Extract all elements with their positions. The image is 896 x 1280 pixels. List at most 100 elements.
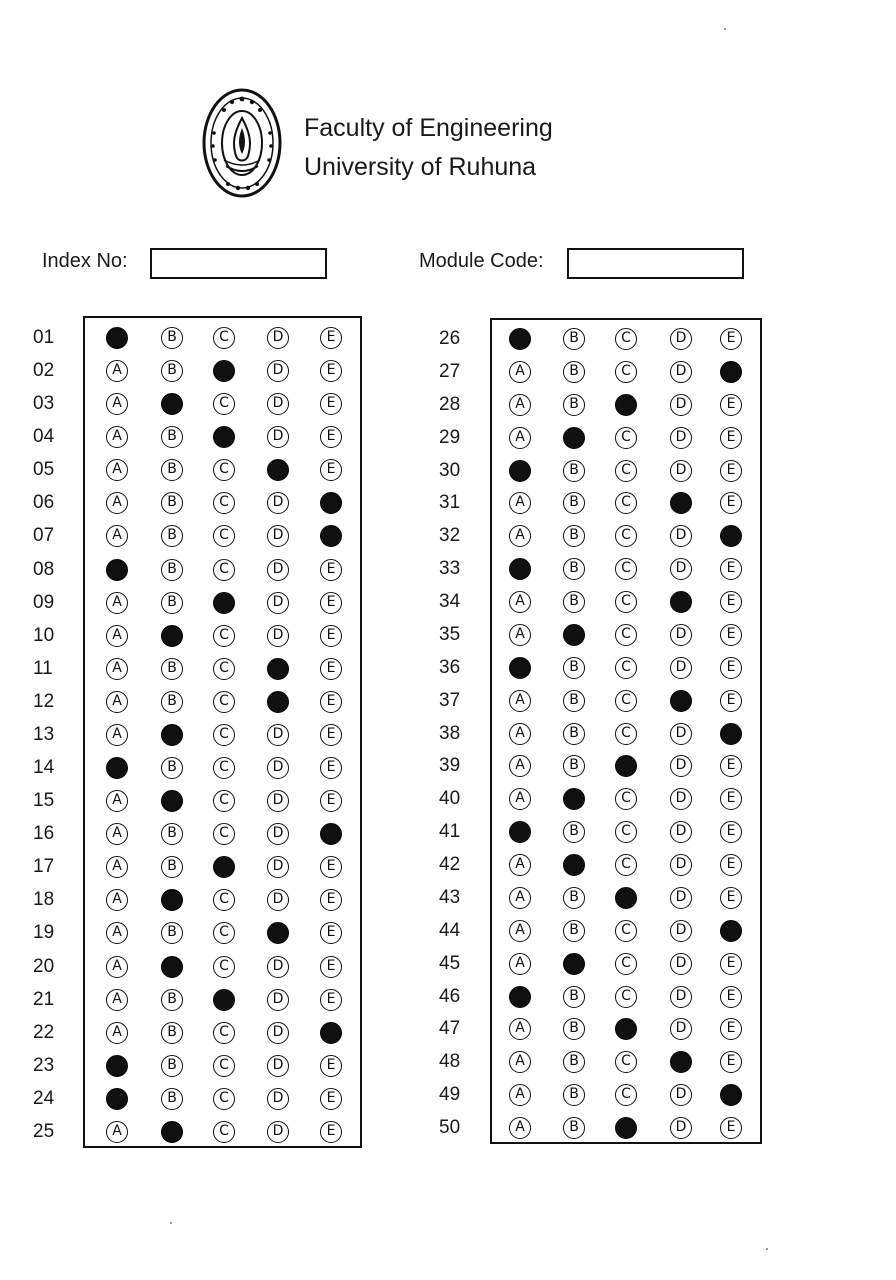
- answer-bubble-b[interactable]: B: [563, 328, 585, 350]
- answer-bubble-c[interactable]: C: [213, 757, 235, 780]
- answer-bubble-a[interactable]: A: [509, 886, 531, 909]
- answer-bubble-b[interactable]: B: [161, 426, 183, 449]
- answer-bubble-a[interactable]: A: [509, 919, 531, 942]
- answer-bubble-c[interactable]: C: [213, 426, 235, 449]
- answer-bubble-b[interactable]: B: [563, 886, 585, 909]
- answer-bubble-a[interactable]: A: [106, 1120, 128, 1143]
- answer-bubble-e[interactable]: E: [720, 1117, 742, 1139]
- answer-bubble-d[interactable]: D: [670, 558, 692, 581]
- answer-bubble-c[interactable]: C: [615, 426, 637, 449]
- answer-bubble-b[interactable]: B: [161, 459, 183, 482]
- answer-bubble-b[interactable]: B: [161, 988, 183, 1011]
- answer-bubble-c[interactable]: C: [615, 459, 637, 482]
- answer-bubble-e[interactable]: E: [320, 459, 342, 482]
- answer-bubble-a[interactable]: A: [509, 788, 531, 811]
- answer-bubble-d[interactable]: D: [670, 459, 692, 482]
- answer-bubble-b[interactable]: B: [563, 985, 585, 1008]
- answer-bubble-b[interactable]: B: [161, 327, 183, 349]
- answer-bubble-c[interactable]: C: [213, 690, 235, 713]
- answer-bubble-c[interactable]: C: [615, 360, 637, 383]
- answer-bubble-d[interactable]: D: [670, 393, 692, 416]
- answer-bubble-c[interactable]: C: [615, 558, 637, 581]
- answer-bubble-a[interactable]: A: [106, 624, 128, 647]
- answer-bubble-d[interactable]: D: [670, 854, 692, 876]
- answer-bubble-d[interactable]: D: [670, 689, 692, 712]
- answer-bubble-d[interactable]: D: [267, 823, 289, 846]
- answer-bubble-c[interactable]: C: [213, 459, 235, 482]
- answer-bubble-e[interactable]: E: [320, 889, 342, 912]
- answer-bubble-b[interactable]: B: [161, 955, 183, 978]
- answer-bubble-e[interactable]: E: [320, 558, 342, 581]
- answer-bubble-d[interactable]: D: [267, 955, 289, 978]
- answer-bubble-c[interactable]: C: [213, 591, 235, 614]
- answer-bubble-c[interactable]: C: [615, 525, 637, 548]
- answer-bubble-a[interactable]: A: [509, 689, 531, 712]
- answer-bubble-d[interactable]: D: [670, 1051, 692, 1074]
- answer-bubble-a[interactable]: A: [509, 656, 531, 679]
- answer-bubble-a[interactable]: A: [106, 955, 128, 978]
- answer-bubble-d[interactable]: D: [267, 657, 289, 680]
- answer-bubble-e[interactable]: E: [320, 657, 342, 680]
- answer-bubble-c[interactable]: C: [213, 1054, 235, 1077]
- answer-bubble-c[interactable]: C: [213, 922, 235, 945]
- answer-bubble-c[interactable]: C: [615, 1117, 637, 1139]
- answer-bubble-b[interactable]: B: [563, 525, 585, 548]
- answer-bubble-e[interactable]: E: [720, 360, 742, 383]
- answer-bubble-a[interactable]: A: [106, 591, 128, 614]
- answer-bubble-c[interactable]: C: [213, 1087, 235, 1110]
- answer-bubble-d[interactable]: D: [670, 919, 692, 942]
- answer-bubble-a[interactable]: A: [509, 821, 531, 844]
- answer-bubble-c[interactable]: C: [213, 790, 235, 813]
- answer-bubble-b[interactable]: B: [161, 393, 183, 416]
- answer-bubble-b[interactable]: B: [563, 426, 585, 449]
- answer-bubble-d[interactable]: D: [267, 757, 289, 780]
- answer-bubble-b[interactable]: B: [161, 723, 183, 746]
- answer-bubble-d[interactable]: D: [267, 426, 289, 449]
- answer-bubble-c[interactable]: C: [213, 624, 235, 647]
- answer-bubble-c[interactable]: C: [213, 558, 235, 581]
- answer-bubble-a[interactable]: A: [509, 952, 531, 975]
- answer-bubble-d[interactable]: D: [267, 360, 289, 383]
- answer-bubble-e[interactable]: E: [320, 922, 342, 945]
- answer-bubble-c[interactable]: C: [615, 886, 637, 909]
- answer-bubble-b[interactable]: B: [563, 689, 585, 712]
- answer-bubble-d[interactable]: D: [670, 1084, 692, 1107]
- answer-bubble-e[interactable]: E: [320, 624, 342, 647]
- answer-bubble-b[interactable]: B: [161, 591, 183, 614]
- answer-bubble-b[interactable]: B: [563, 1084, 585, 1107]
- answer-bubble-e[interactable]: E: [720, 886, 742, 909]
- answer-bubble-e[interactable]: E: [320, 360, 342, 383]
- answer-bubble-b[interactable]: B: [161, 856, 183, 879]
- answer-bubble-e[interactable]: E: [320, 1021, 342, 1044]
- answer-bubble-c[interactable]: C: [615, 755, 637, 778]
- answer-bubble-c[interactable]: C: [213, 1120, 235, 1143]
- answer-bubble-d[interactable]: D: [267, 327, 289, 349]
- answer-bubble-a[interactable]: A: [509, 558, 531, 581]
- answer-bubble-e[interactable]: E: [320, 955, 342, 978]
- answer-bubble-a[interactable]: A: [509, 1051, 531, 1074]
- answer-bubble-b[interactable]: B: [161, 757, 183, 780]
- answer-bubble-a[interactable]: A: [106, 790, 128, 813]
- answer-bubble-e[interactable]: E: [320, 988, 342, 1011]
- answer-bubble-b[interactable]: B: [161, 690, 183, 713]
- answer-bubble-a[interactable]: A: [106, 757, 128, 780]
- answer-bubble-a[interactable]: A: [509, 722, 531, 745]
- answer-bubble-e[interactable]: E: [720, 919, 742, 942]
- answer-bubble-e[interactable]: E: [720, 821, 742, 844]
- answer-bubble-a[interactable]: A: [509, 360, 531, 383]
- answer-bubble-e[interactable]: E: [320, 790, 342, 813]
- answer-bubble-b[interactable]: B: [161, 657, 183, 680]
- answer-bubble-a[interactable]: A: [106, 360, 128, 383]
- answer-bubble-e[interactable]: E: [720, 459, 742, 482]
- answer-bubble-d[interactable]: D: [267, 558, 289, 581]
- answer-bubble-b[interactable]: B: [161, 1120, 183, 1143]
- index-no-field[interactable]: [150, 248, 327, 279]
- answer-bubble-d[interactable]: D: [670, 722, 692, 745]
- answer-bubble-e[interactable]: E: [720, 656, 742, 679]
- answer-bubble-d[interactable]: D: [670, 591, 692, 613]
- module-code-field[interactable]: [567, 248, 744, 279]
- answer-bubble-c[interactable]: C: [213, 723, 235, 746]
- answer-bubble-d[interactable]: D: [267, 922, 289, 945]
- answer-bubble-a[interactable]: A: [106, 426, 128, 449]
- answer-bubble-a[interactable]: A: [106, 558, 128, 581]
